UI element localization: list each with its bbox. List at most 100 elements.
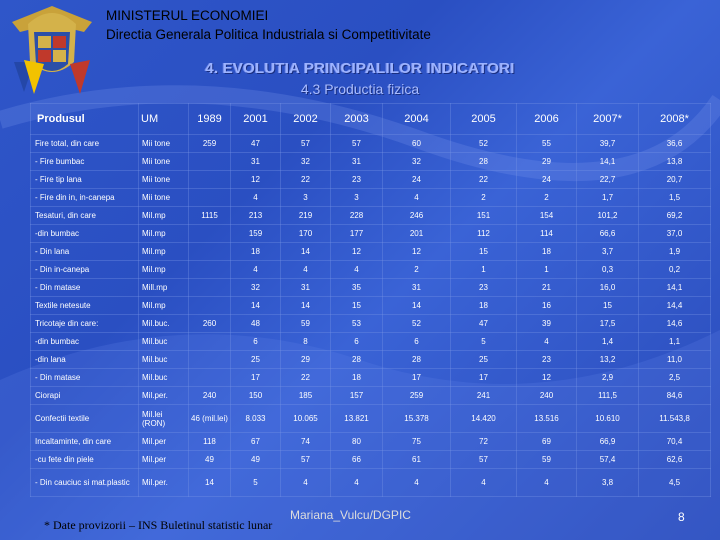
product-name-cell: Tricotaje din care:	[30, 314, 139, 333]
value-cell: 13.516	[516, 404, 577, 433]
value-cell: 22	[280, 368, 331, 387]
value-cell: 22,7	[576, 170, 639, 189]
value-cell: 18	[330, 368, 383, 387]
value-cell	[188, 152, 231, 171]
value-cell: 15	[576, 296, 639, 315]
value-cell	[188, 296, 231, 315]
column-header: 2008*	[638, 103, 711, 135]
value-cell: 228	[330, 206, 383, 225]
value-cell: 3,8	[576, 468, 639, 497]
value-cell: 11.543,8	[638, 404, 711, 433]
value-cell: 23	[516, 350, 577, 369]
column-header: Produsul	[30, 103, 139, 135]
value-cell: 2,9	[576, 368, 639, 387]
value-cell: 57	[330, 134, 383, 153]
table-row: -cu fete din piele Mil.per 49 49 57 66 61 57 59 5…	[30, 450, 711, 469]
value-cell	[188, 242, 231, 261]
value-cell: 1	[450, 260, 517, 279]
table-row: - Din in-canepa Mil.mp 4 4 4 2 1 1 0,3 0,2	[30, 260, 711, 279]
value-cell: 49	[230, 450, 281, 469]
product-name-cell: - Din cauciuc si mat.plastic	[30, 468, 139, 497]
column-header: 2002	[280, 103, 331, 135]
value-cell: 3	[280, 188, 331, 207]
value-cell: 114	[516, 224, 577, 243]
unit-cell: Mil.lei (RON)	[138, 404, 189, 433]
value-cell: 6	[230, 332, 281, 351]
unit-cell: Mil.buc	[138, 332, 189, 351]
value-cell: 246	[382, 206, 451, 225]
product-name-cell: - Din matase	[30, 278, 139, 297]
value-cell: 4	[382, 468, 451, 497]
value-cell: 14,4	[638, 296, 711, 315]
value-cell: 57	[450, 450, 517, 469]
value-cell: 13,8	[638, 152, 711, 171]
table-row: - Fire bumbac Mii tone 31 32 31 32 28 29 14,1 13,…	[30, 152, 711, 171]
value-cell: 66,6	[576, 224, 639, 243]
value-cell: 52	[382, 314, 451, 333]
value-cell: 62,6	[638, 450, 711, 469]
value-cell: 1115	[188, 206, 231, 225]
value-cell: 53	[330, 314, 383, 333]
table-row: -din bumbac Mil.buc 6 8 6 6 5 4 1,4 1,1	[30, 332, 711, 351]
value-cell: 1,5	[638, 188, 711, 207]
value-cell: 13.821	[330, 404, 383, 433]
value-cell: 31	[330, 152, 383, 171]
value-cell: 59	[516, 450, 577, 469]
value-cell: 46 (mil.lei)	[188, 404, 231, 433]
value-cell: 18	[230, 242, 281, 261]
value-cell: 36,6	[638, 134, 711, 153]
column-header: 2005	[450, 103, 517, 135]
unit-cell: Mil.mp	[138, 224, 189, 243]
value-cell: 1	[516, 260, 577, 279]
column-header: UM	[138, 103, 189, 135]
value-cell: 35	[330, 278, 383, 297]
value-cell: 4	[330, 468, 383, 497]
product-name-cell: -din bumbac	[30, 224, 139, 243]
value-cell: 57	[280, 450, 331, 469]
value-cell: 28	[382, 350, 451, 369]
value-cell: 18	[516, 242, 577, 261]
value-cell: 17	[382, 368, 451, 387]
product-name-cell: - Fire bumbac	[30, 152, 139, 171]
unit-cell: Mii tone	[138, 134, 189, 153]
value-cell: 15.378	[382, 404, 451, 433]
value-cell	[188, 170, 231, 189]
product-name-cell: -cu fete din piele	[30, 450, 139, 469]
value-cell: 14	[280, 242, 331, 261]
unit-cell: Mil.buc	[138, 350, 189, 369]
table-row: -din lana Mil.buc 25 29 28 28 25 23 13,2 11,0	[30, 350, 711, 369]
value-cell: 12	[382, 242, 451, 261]
product-name-cell: Incaltaminte, din care	[30, 432, 139, 451]
value-cell: 14	[230, 296, 281, 315]
page-subtitle: 4.3 Productia fizica	[300, 81, 420, 97]
value-cell: 5	[230, 468, 281, 497]
value-cell: 14,1	[576, 152, 639, 171]
value-cell: 17	[230, 368, 281, 387]
value-cell: 72	[450, 432, 517, 451]
table-row: Incaltaminte, din care Mil.per 118 67 74 80 75…	[30, 432, 711, 451]
value-cell: 70,4	[638, 432, 711, 451]
value-cell: 157	[330, 386, 383, 405]
value-cell	[188, 332, 231, 351]
unit-cell: Mil.mp	[138, 206, 189, 225]
value-cell: 57,4	[576, 450, 639, 469]
value-cell: 52	[450, 134, 517, 153]
unit-cell: Mil.mp	[138, 242, 189, 261]
unit-cell: Mil.per	[138, 432, 189, 451]
column-header: 2003	[330, 103, 383, 135]
value-cell	[188, 188, 231, 207]
value-cell: 3	[330, 188, 383, 207]
footnote: * Date provizorii – INS Buletinul statis…	[44, 518, 273, 532]
value-cell: 59	[280, 314, 331, 333]
product-name-cell: Fire total, din care	[30, 134, 139, 153]
value-cell: 23	[330, 170, 383, 189]
value-cell: 22	[280, 170, 331, 189]
value-cell: 177	[330, 224, 383, 243]
table-row: - Fire tip lana Mii tone 12 22 23 24 22 24 22,7 2…	[30, 170, 711, 189]
value-cell: 6	[330, 332, 383, 351]
value-cell: 170	[280, 224, 331, 243]
value-cell	[188, 224, 231, 243]
value-cell: 24	[516, 170, 577, 189]
value-cell: 17,5	[576, 314, 639, 333]
value-cell: 25	[230, 350, 281, 369]
